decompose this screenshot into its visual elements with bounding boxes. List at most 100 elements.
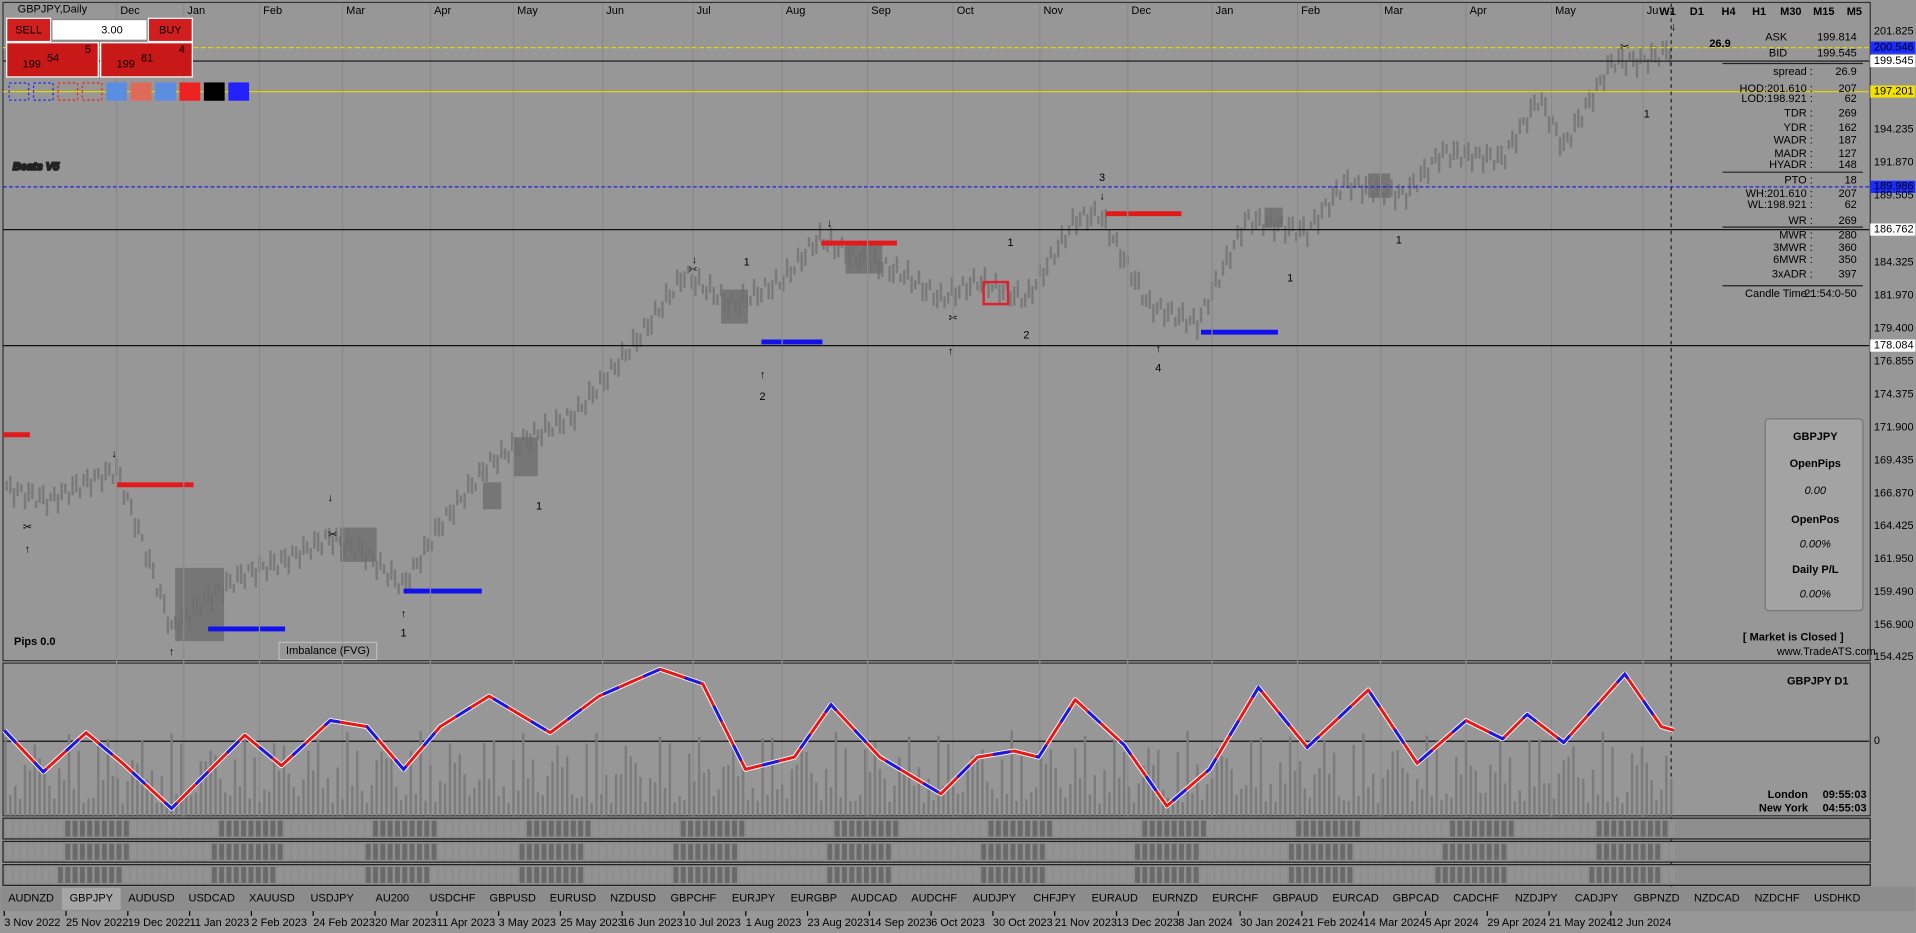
strip-bar bbox=[1039, 820, 1045, 837]
strip-bar bbox=[1376, 843, 1382, 860]
strip-bar bbox=[1061, 867, 1067, 883]
strip-bar bbox=[1149, 820, 1155, 837]
strip-bar bbox=[365, 867, 371, 883]
strip-bar bbox=[1391, 820, 1397, 837]
strip-bar bbox=[1083, 867, 1089, 883]
strip-bar bbox=[732, 843, 737, 860]
strip-bar bbox=[944, 820, 950, 837]
strip-bar bbox=[981, 867, 987, 883]
strip-bar bbox=[482, 843, 488, 860]
strip-bar bbox=[1281, 843, 1287, 860]
month-label: Apr bbox=[434, 5, 451, 17]
strip-bar bbox=[1516, 843, 1521, 860]
strip-bar bbox=[1530, 867, 1536, 883]
strip-bar bbox=[790, 843, 796, 860]
tool-icon[interactable] bbox=[155, 82, 176, 101]
month-label: Feb bbox=[1301, 5, 1320, 17]
date-label: 1 Aug 2023 bbox=[746, 917, 802, 929]
info-label: WADR : bbox=[1774, 134, 1813, 146]
info-value: 127 bbox=[1838, 148, 1856, 160]
strip-bar bbox=[1618, 867, 1624, 883]
strip-bar bbox=[109, 843, 115, 860]
strip-bar bbox=[790, 820, 796, 837]
tool-icon[interactable] bbox=[228, 82, 250, 101]
strip-bar bbox=[321, 843, 327, 860]
strip-bar bbox=[153, 820, 159, 837]
strip-bar bbox=[834, 843, 840, 860]
symbol-tab: EURUSD bbox=[550, 893, 596, 905]
strip-bar bbox=[1113, 843, 1118, 860]
tool-icon[interactable] bbox=[32, 82, 54, 101]
strip-bar bbox=[739, 867, 745, 883]
strip-bar bbox=[1032, 867, 1038, 883]
symbol-active[interactable] bbox=[62, 887, 121, 910]
strip-bar bbox=[592, 867, 598, 883]
strip-bar bbox=[585, 820, 591, 837]
strip-bar bbox=[1428, 843, 1434, 860]
tool-icon[interactable] bbox=[106, 82, 127, 101]
strip-bar bbox=[1318, 820, 1324, 837]
tool-icon[interactable] bbox=[81, 82, 103, 101]
symbol-tab: USDJPY bbox=[310, 893, 354, 905]
price-box[interactable] bbox=[100, 42, 193, 78]
strip-bar bbox=[6, 843, 12, 860]
strip-bar bbox=[1450, 867, 1456, 883]
tool-icon[interactable] bbox=[130, 82, 152, 101]
strip-bar bbox=[1296, 867, 1302, 883]
strip-bar bbox=[373, 843, 378, 860]
info-value: 280 bbox=[1838, 230, 1856, 242]
sell-button[interactable] bbox=[6, 17, 52, 43]
symbol-tab: GBPNZD bbox=[1634, 893, 1680, 905]
strip-bar bbox=[585, 843, 591, 860]
strip-bar bbox=[1567, 867, 1573, 883]
strip-bar bbox=[431, 867, 437, 883]
strip-bar bbox=[1157, 867, 1162, 883]
strip-bar bbox=[812, 867, 818, 883]
symbol-tab: EURNZD bbox=[1152, 893, 1198, 905]
price-big: 199 bbox=[117, 59, 135, 71]
strip-bar bbox=[1552, 843, 1558, 860]
strip-bar bbox=[255, 867, 261, 883]
info-label: 3MWR : bbox=[1773, 242, 1813, 254]
info-value: 162 bbox=[1838, 122, 1856, 134]
price-axis-label: 179.400 bbox=[1874, 322, 1914, 334]
strip-bar bbox=[1244, 867, 1250, 883]
date-label: 30 Oct 2023 bbox=[993, 917, 1053, 929]
strip-bar bbox=[1171, 867, 1177, 883]
symbol-tab: USDCAD bbox=[189, 893, 235, 905]
buy-button[interactable] bbox=[147, 17, 193, 43]
symbol-tab: EURGBP bbox=[791, 893, 837, 905]
strip-bar bbox=[504, 867, 510, 883]
tool-icon[interactable] bbox=[57, 82, 79, 101]
symbol-tab: USDHKD bbox=[1814, 893, 1860, 905]
strip-bar bbox=[402, 867, 408, 883]
strip-bar bbox=[351, 843, 356, 860]
price-main: 81 bbox=[141, 53, 153, 65]
strip-bar bbox=[57, 843, 63, 860]
tool-icon[interactable] bbox=[179, 82, 201, 101]
strip-bar bbox=[724, 867, 730, 883]
month-label: Jun bbox=[606, 5, 624, 17]
strip-bar bbox=[1120, 843, 1126, 860]
price-tag bbox=[1870, 223, 1916, 236]
date-label: 2 Feb 2023 bbox=[251, 917, 307, 929]
date-label: 14 Mar 2024 bbox=[1364, 917, 1426, 929]
strip-bar bbox=[1076, 843, 1082, 860]
lots-input[interactable] bbox=[51, 18, 148, 41]
strip-bar bbox=[21, 867, 27, 883]
price-box[interactable] bbox=[6, 42, 99, 78]
strip-bar bbox=[1662, 820, 1668, 837]
symbol-tab: AU200 bbox=[376, 893, 410, 905]
strip-bar bbox=[1669, 867, 1675, 883]
strip-bar bbox=[1054, 843, 1060, 860]
strip-bar bbox=[622, 820, 628, 837]
stats-item: OpenPips bbox=[1790, 458, 1841, 470]
strip-bar bbox=[1179, 843, 1184, 860]
date-label: 10 Jul 2023 bbox=[684, 917, 741, 929]
strip-bar bbox=[1193, 820, 1199, 837]
strip-bar bbox=[490, 843, 496, 860]
strip-bar bbox=[636, 843, 642, 860]
tool-icon[interactable] bbox=[203, 82, 225, 101]
strip-bar bbox=[1567, 843, 1573, 860]
strip-bar bbox=[673, 843, 679, 860]
